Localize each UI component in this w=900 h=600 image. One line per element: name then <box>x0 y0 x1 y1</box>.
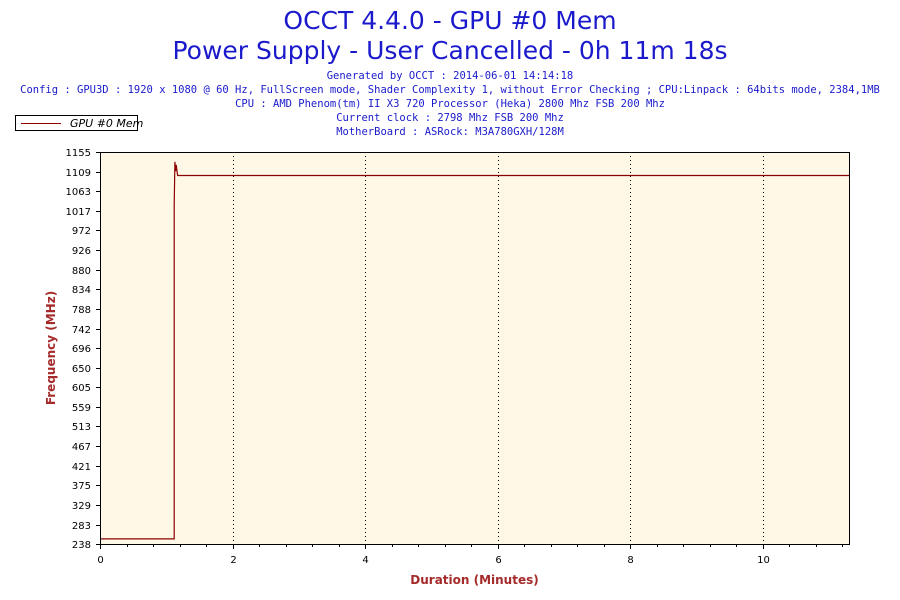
chart-title-line-1: OCCT 4.4.0 - GPU #0 Mem <box>283 6 617 35</box>
y-tick-label: 238 <box>72 540 91 551</box>
y-tick-label: 926 <box>72 246 91 257</box>
y-tick-label: 375 <box>72 481 91 492</box>
legend: GPU #0 Mem <box>15 115 143 131</box>
x-tick-label: 10 <box>757 555 770 566</box>
grid-lines <box>233 152 764 544</box>
y-tick-label: 742 <box>72 325 91 336</box>
x-tick-label: 0 <box>97 555 103 566</box>
y-tick-label: 972 <box>72 226 91 237</box>
y-axis-title: Frequency (MHz) <box>44 291 58 405</box>
y-tick-label: 1017 <box>66 207 91 218</box>
x-axis-title: Duration (Minutes) <box>410 573 538 587</box>
y-tick-label: 788 <box>72 305 91 316</box>
y-tick-label: 283 <box>72 521 91 532</box>
y-tick-label: 1063 <box>66 187 91 198</box>
y-tick-label: 513 <box>72 422 91 433</box>
y-tick-label: 1109 <box>66 168 91 179</box>
y-tick-label: 834 <box>72 285 91 296</box>
y-tick-label: 605 <box>72 383 91 394</box>
y-tick-label: 1155 <box>66 148 91 159</box>
x-tick-label: 4 <box>362 555 368 566</box>
y-tick-label: 421 <box>72 462 91 473</box>
plot-area <box>100 152 849 544</box>
y-tick-label: 329 <box>72 501 91 512</box>
x-tick-label: 8 <box>627 555 633 566</box>
current-clock-info: Current clock : 2798 Mhz FSB 200 Mhz <box>336 112 564 124</box>
y-tick-label: 880 <box>72 266 91 277</box>
config-info: Config : GPU3D : 1920 x 1080 @ 60 Hz, Fu… <box>20 84 880 96</box>
legend-swatch <box>21 123 61 124</box>
y-tick-label: 467 <box>72 442 91 453</box>
x-tick-label: 6 <box>495 555 501 566</box>
y-tick-label: 696 <box>72 344 91 355</box>
x-axis-ticks: 0 2 4 6 8 10 <box>97 544 843 566</box>
chart-title-line-2: Power Supply - User Cancelled - 0h 11m 1… <box>172 36 728 65</box>
motherboard-info: MotherBoard : ASRock: M3A780GXH/128M <box>336 126 564 138</box>
generated-info: Generated by OCCT : 2014-06-01 14:14:18 <box>326 70 574 82</box>
x-tick-label: 2 <box>230 555 236 566</box>
y-tick-label: 650 <box>72 364 91 375</box>
legend-label: GPU #0 Mem <box>70 117 144 130</box>
y-tick-label: 559 <box>72 403 91 414</box>
plot-border <box>100 152 850 545</box>
y-axis-ticks: 238 283 329 375 421 467 513 559 605 650 696 742 788 8… <box>66 148 100 551</box>
series-line-gpu-mem <box>100 161 849 540</box>
cpu-info: CPU : AMD Phenom(tm) II X3 720 Processor… <box>235 98 665 110</box>
